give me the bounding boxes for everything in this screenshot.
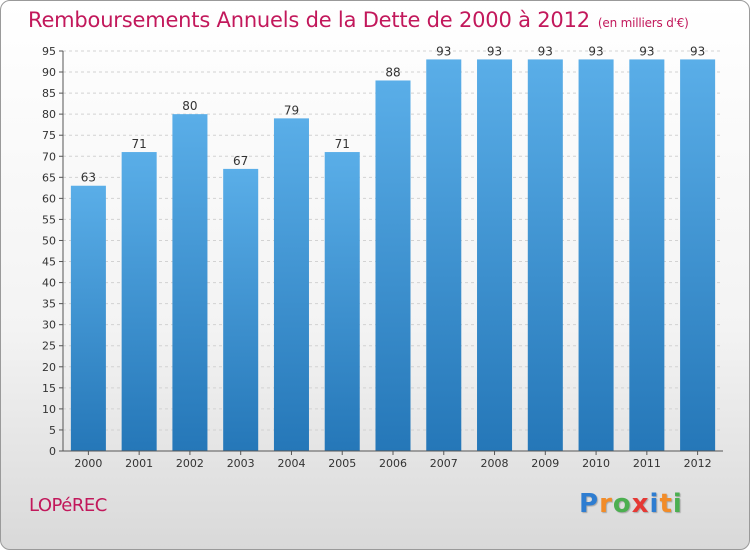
y-tick-label: 0 [49,445,56,458]
y-tick-label: 55 [42,213,56,226]
y-tick-label: 15 [42,382,56,395]
y-tick-label: 90 [42,66,56,79]
y-tick-label: 75 [42,129,56,142]
axes: 0 5 10 15 20 25 30 35 40 45 50 55 60 65 70 75 80 85 90 95 20… [42,45,723,470]
y-tick-label: 95 [42,45,56,58]
data-label: 79 [284,103,299,117]
bar [121,152,157,452]
bar [527,59,563,451]
y-tick-label: 25 [42,340,56,353]
x-tick-label: 2001 [125,457,153,470]
x-tick-label: 2007 [430,457,458,470]
data-label: 93 [436,44,451,58]
chart-unit: (en milliers d'€) [597,16,689,30]
bar [273,118,309,452]
x-tick-label: 2010 [582,457,610,470]
logo-letter: r [599,489,613,519]
data-label: 80 [182,99,197,113]
y-tick-label: 65 [42,171,56,184]
logo-letter: P [579,489,600,519]
data-label: 93 [487,44,502,58]
x-tick-label: 2008 [481,457,509,470]
y-tick-label: 70 [42,150,56,163]
commune-name: LOPéREC [29,495,107,516]
y-tick-label: 85 [42,87,56,100]
logo-letter: i [649,489,660,519]
logo-letter: i [672,489,683,519]
x-tick-label: 2005 [328,457,356,470]
x-tick-label: 2006 [379,457,407,470]
y-tick-label: 50 [42,234,56,247]
y-tick-label: 35 [42,298,56,311]
y-tick-label: 40 [42,277,56,290]
bar [680,59,716,451]
y-tick-label: 20 [42,361,56,374]
data-label: 63 [81,171,96,185]
data-label: 71 [132,137,147,151]
bar [172,114,208,451]
data-label: 93 [639,44,654,58]
x-tick-label: 2012 [684,457,712,470]
y-tick-label: 45 [42,256,56,269]
y-tick-label: 5 [49,424,56,437]
bar [629,59,665,451]
bar [426,59,462,451]
x-tick-label: 2011 [633,457,661,470]
bar [223,168,259,452]
logo-letter: t [659,489,673,519]
logo-letter: o [612,489,632,519]
y-tick-label: 80 [42,108,56,121]
data-label: 93 [690,44,705,58]
y-tick-label: 10 [42,403,56,416]
chart-title: Remboursements Annuels de la Dette de 20… [28,8,689,32]
x-tick-label: 2003 [227,457,255,470]
bar [324,152,360,452]
bars: 63 71 80 67 79 71 88 93 93 93 93 93 93 [70,44,716,452]
bar [578,59,614,451]
y-tick-label: 30 [42,319,56,332]
x-tick-label: 2009 [531,457,559,470]
bar [477,59,513,451]
data-label: 67 [233,154,248,168]
x-tick-label: 2000 [74,457,102,470]
y-tick-label: 60 [42,192,56,205]
data-label: 93 [538,44,553,58]
data-label: 88 [385,65,400,79]
x-tick-label: 2004 [277,457,305,470]
chart-title-text: Remboursements Annuels de la Dette de 20… [28,8,590,32]
data-label: 71 [335,137,350,151]
x-tick-label: 2002 [176,457,204,470]
proxiti-logo: Proxiti [579,489,683,519]
bar [375,80,411,451]
logo-letter: x [631,489,650,519]
data-label: 93 [588,44,603,58]
bar [70,185,106,451]
